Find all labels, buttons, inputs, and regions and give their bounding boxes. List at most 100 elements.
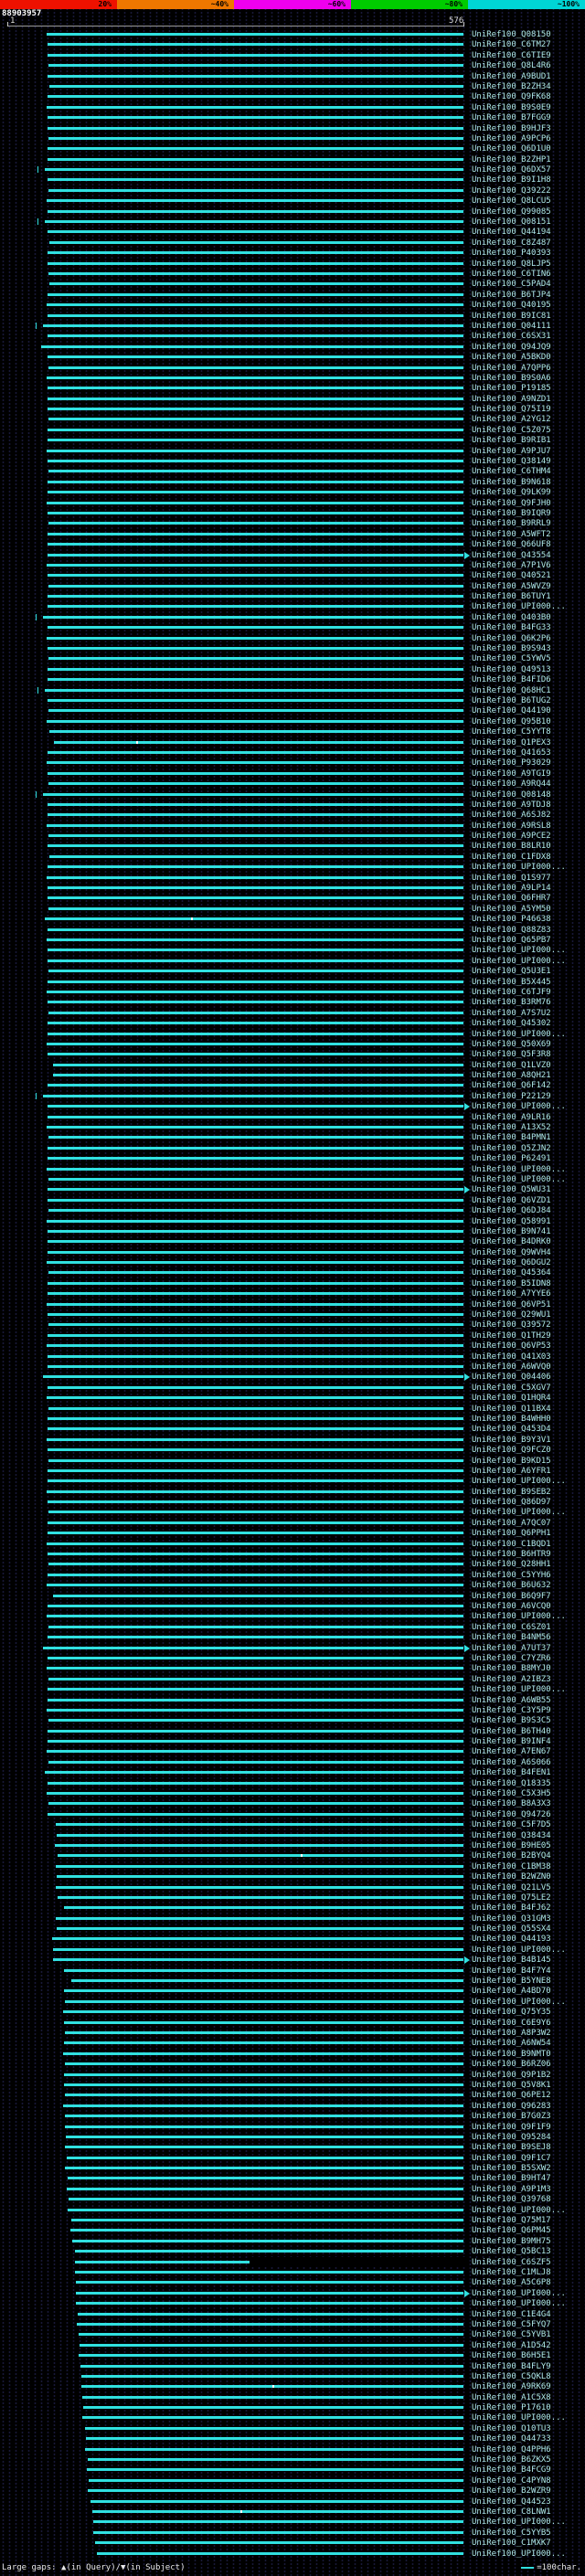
- hit-label[interactable]: UniRef100_P19185: [472, 384, 551, 394]
- hit-label[interactable]: UniRef100_B9SEB2: [472, 1487, 551, 1497]
- hit-label[interactable]: UniRef100_B9INF4: [472, 1737, 551, 1747]
- hit-label[interactable]: UniRef100_UPI000...: [472, 863, 566, 873]
- alignment-bar[interactable]: [48, 1406, 463, 1410]
- alignment-bar[interactable]: [48, 1365, 463, 1368]
- hit-label[interactable]: UniRef100_A9LP14: [472, 884, 551, 894]
- hit-label[interactable]: UniRef100_C6TJF9: [472, 987, 551, 997]
- hit-label[interactable]: UniRef100_UPI000...: [472, 2549, 566, 2559]
- alignment-bar[interactable]: [48, 43, 463, 47]
- hit-label[interactable]: UniRef100_A5WVZ9: [472, 581, 551, 591]
- alignment-bar[interactable]: [48, 1500, 463, 1504]
- alignment-bar[interactable]: [65, 2125, 463, 2128]
- hit-label[interactable]: UniRef100_B9I1H8: [472, 175, 551, 186]
- alignment-bar[interactable]: [47, 199, 463, 203]
- hit-label[interactable]: UniRef100_Q88Z83: [472, 925, 551, 935]
- alignment-bar[interactable]: [48, 157, 463, 161]
- alignment-bar[interactable]: [48, 906, 463, 910]
- alignment-bar[interactable]: [90, 2499, 463, 2503]
- hit-label[interactable]: UniRef100_C5YVB1: [472, 2330, 551, 2340]
- alignment-bar[interactable]: [48, 626, 463, 630]
- alignment-bar[interactable]: [87, 2458, 463, 2462]
- alignment-bar[interactable]: [44, 917, 463, 921]
- hit-label[interactable]: UniRef100_UPI000...: [472, 1685, 566, 1695]
- hit-label[interactable]: UniRef100_B7G0Z3: [472, 2112, 551, 2122]
- hit-label[interactable]: UniRef100_B9KD15: [472, 1456, 551, 1466]
- alignment-bar[interactable]: [75, 2291, 463, 2295]
- hit-label[interactable]: UniRef100_P17610: [472, 2403, 551, 2413]
- hit-label[interactable]: UniRef100_A6VCQ0: [472, 1601, 551, 1611]
- alignment-bar[interactable]: [64, 1999, 463, 2003]
- hit-label[interactable]: UniRef100_UPI000...: [472, 946, 566, 956]
- hit-label[interactable]: UniRef100_B6ZKX5: [472, 2455, 551, 2465]
- alignment-bar[interactable]: [41, 345, 463, 348]
- alignment-bar[interactable]: [56, 1833, 463, 1837]
- hit-label[interactable]: UniRef100_A9NZD1: [472, 394, 551, 404]
- alignment-bar[interactable]: [48, 1313, 463, 1317]
- alignment-bar[interactable]: [53, 1074, 463, 1077]
- alignment-bar[interactable]: [48, 1354, 463, 1358]
- hit-label[interactable]: UniRef100_B9HJF3: [472, 123, 551, 133]
- hit-label[interactable]: UniRef100_Q41653: [472, 747, 551, 758]
- hit-label[interactable]: UniRef100_P40393: [472, 249, 551, 259]
- hit-label[interactable]: UniRef100_B6HTR9: [472, 1550, 551, 1560]
- hit-label[interactable]: UniRef100_Q44190: [472, 706, 551, 716]
- hit-label[interactable]: UniRef100_B6H5E1: [472, 2351, 551, 2361]
- hit-label[interactable]: UniRef100_UPI000...: [472, 602, 566, 612]
- alignment-bar[interactable]: [67, 2177, 463, 2180]
- hit-label[interactable]: UniRef100_Q50X69: [472, 1039, 551, 1049]
- alignment-bar[interactable]: [70, 2229, 463, 2232]
- alignment-bar[interactable]: [48, 334, 463, 338]
- alignment-bar[interactable]: [47, 1261, 463, 1265]
- alignment-bar[interactable]: [48, 366, 463, 369]
- hit-label[interactable]: UniRef100_B6RZ06: [472, 2060, 551, 2070]
- hit-label[interactable]: UniRef100_C5XGV7: [472, 1383, 551, 1393]
- hit-label[interactable]: UniRef100_B2ZH34: [472, 81, 551, 91]
- alignment-bar[interactable]: [48, 1719, 463, 1723]
- alignment-bar[interactable]: [48, 188, 463, 192]
- hit-label[interactable]: UniRef100_B4FEN1: [472, 1768, 551, 1778]
- hit-label[interactable]: UniRef100_B8MYJ0: [472, 1664, 551, 1674]
- hit-label[interactable]: UniRef100_Q8L4R6: [472, 61, 551, 71]
- alignment-bar[interactable]: [48, 355, 463, 359]
- hit-label[interactable]: UniRef100_Q10TU3: [472, 2423, 551, 2433]
- alignment-bar[interactable]: [48, 1781, 463, 1785]
- hit-label[interactable]: UniRef100_A5WFT2: [472, 529, 551, 539]
- alignment-bar[interactable]: [79, 2333, 463, 2337]
- alignment-bar[interactable]: [47, 1792, 463, 1796]
- alignment-bar[interactable]: [83, 2406, 463, 2410]
- hit-label[interactable]: UniRef100_Q94JQ9: [472, 342, 551, 352]
- alignment-bar[interactable]: [93, 2530, 463, 2534]
- hit-label[interactable]: UniRef100_B9S0E9: [472, 102, 551, 112]
- hit-label[interactable]: UniRef100_Q40521: [472, 571, 551, 581]
- hit-label[interactable]: UniRef100_C5QKL8: [472, 2371, 551, 2381]
- hit-label[interactable]: UniRef100_B9MH75: [472, 2236, 551, 2246]
- alignment-bar[interactable]: [64, 2062, 463, 2066]
- alignment-bar[interactable]: [48, 1385, 463, 1389]
- alignment-bar[interactable]: [47, 938, 463, 941]
- alignment-bar[interactable]: [47, 1750, 463, 1754]
- alignment-bar[interactable]: [48, 74, 463, 78]
- alignment-bar[interactable]: [48, 1053, 463, 1056]
- alignment-bar[interactable]: [47, 636, 463, 640]
- alignment-bar[interactable]: [55, 1885, 463, 1889]
- alignment-bar[interactable]: [48, 1011, 463, 1014]
- hit-label[interactable]: UniRef100_B4B145: [472, 1956, 551, 1966]
- alignment-bar[interactable]: [47, 105, 463, 109]
- alignment-bar[interactable]: [47, 823, 463, 827]
- alignment-bar[interactable]: [48, 292, 463, 296]
- alignment-bar[interactable]: [48, 1812, 463, 1816]
- hit-label[interactable]: UniRef100_C7YZR6: [472, 1653, 551, 1663]
- hit-label[interactable]: UniRef100_Q08151: [472, 217, 551, 228]
- hit-label[interactable]: UniRef100_B8A3X3: [472, 1799, 551, 1809]
- alignment-bar[interactable]: [47, 1126, 463, 1129]
- hit-label[interactable]: UniRef100_A6NW54: [472, 2039, 551, 2049]
- hit-label[interactable]: UniRef100_C6TIE9: [472, 50, 551, 60]
- hit-label[interactable]: UniRef100_UPI000...: [472, 1102, 566, 1112]
- hit-label[interactable]: UniRef100_Q04406: [472, 1373, 551, 1383]
- hit-label[interactable]: UniRef100_B9NMT0: [472, 2049, 551, 2059]
- hit-label[interactable]: UniRef100_A7EN67: [472, 1747, 551, 1757]
- alignment-bar[interactable]: [48, 1729, 463, 1733]
- hit-label[interactable]: UniRef100_A7QPP6: [472, 363, 551, 373]
- alignment-bar[interactable]: [47, 875, 463, 879]
- alignment-bar[interactable]: [48, 813, 463, 817]
